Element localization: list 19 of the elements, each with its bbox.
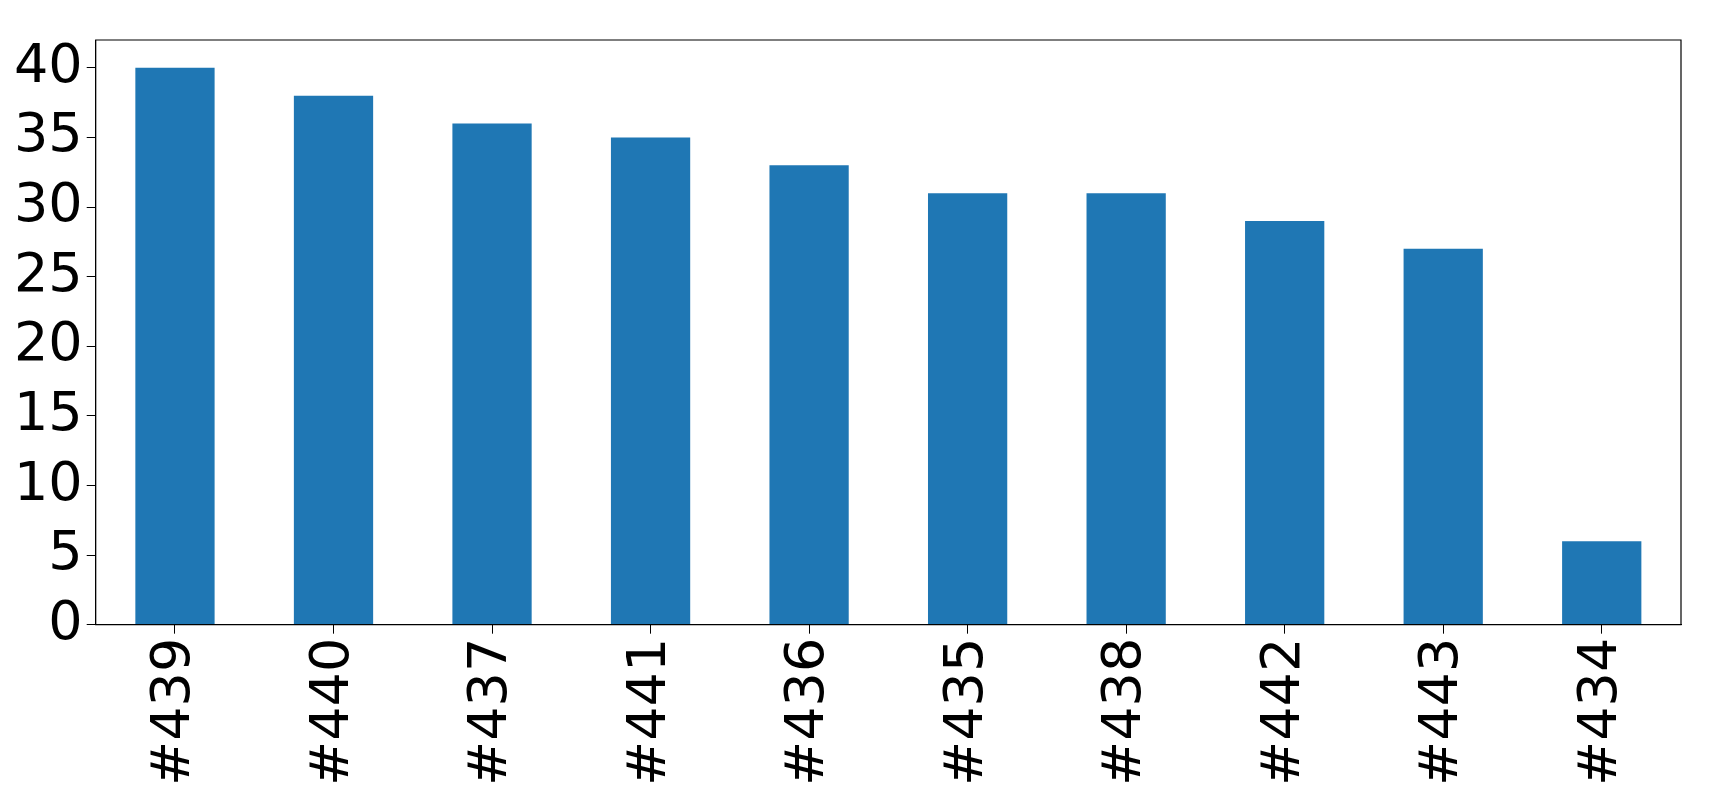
y-tick-label: 40 — [13, 31, 83, 95]
y-tick-label: 15 — [13, 379, 83, 443]
y-tick-label: 25 — [13, 240, 83, 304]
y-tick-label: 10 — [13, 449, 83, 513]
y-tick-label: 20 — [13, 310, 83, 374]
x-tick-label: #439 — [139, 637, 203, 787]
x-tick-label: #436 — [773, 637, 837, 787]
y-tick-label: 5 — [48, 519, 83, 583]
x-tick-label: #437 — [456, 637, 520, 787]
x-tick-label: #442 — [1248, 637, 1312, 787]
y-tick-label: 0 — [48, 588, 83, 652]
x-tick-label: #441 — [614, 637, 678, 787]
y-tick-label: 30 — [13, 171, 83, 235]
x-tick-label: #443 — [1407, 637, 1471, 787]
y-tick-label: 35 — [13, 101, 83, 165]
x-tick-label: #435 — [931, 637, 995, 787]
x-tick-label: #440 — [297, 637, 361, 787]
x-tick-label: #438 — [1090, 637, 1154, 787]
x-tick-label: #434 — [1565, 637, 1629, 787]
